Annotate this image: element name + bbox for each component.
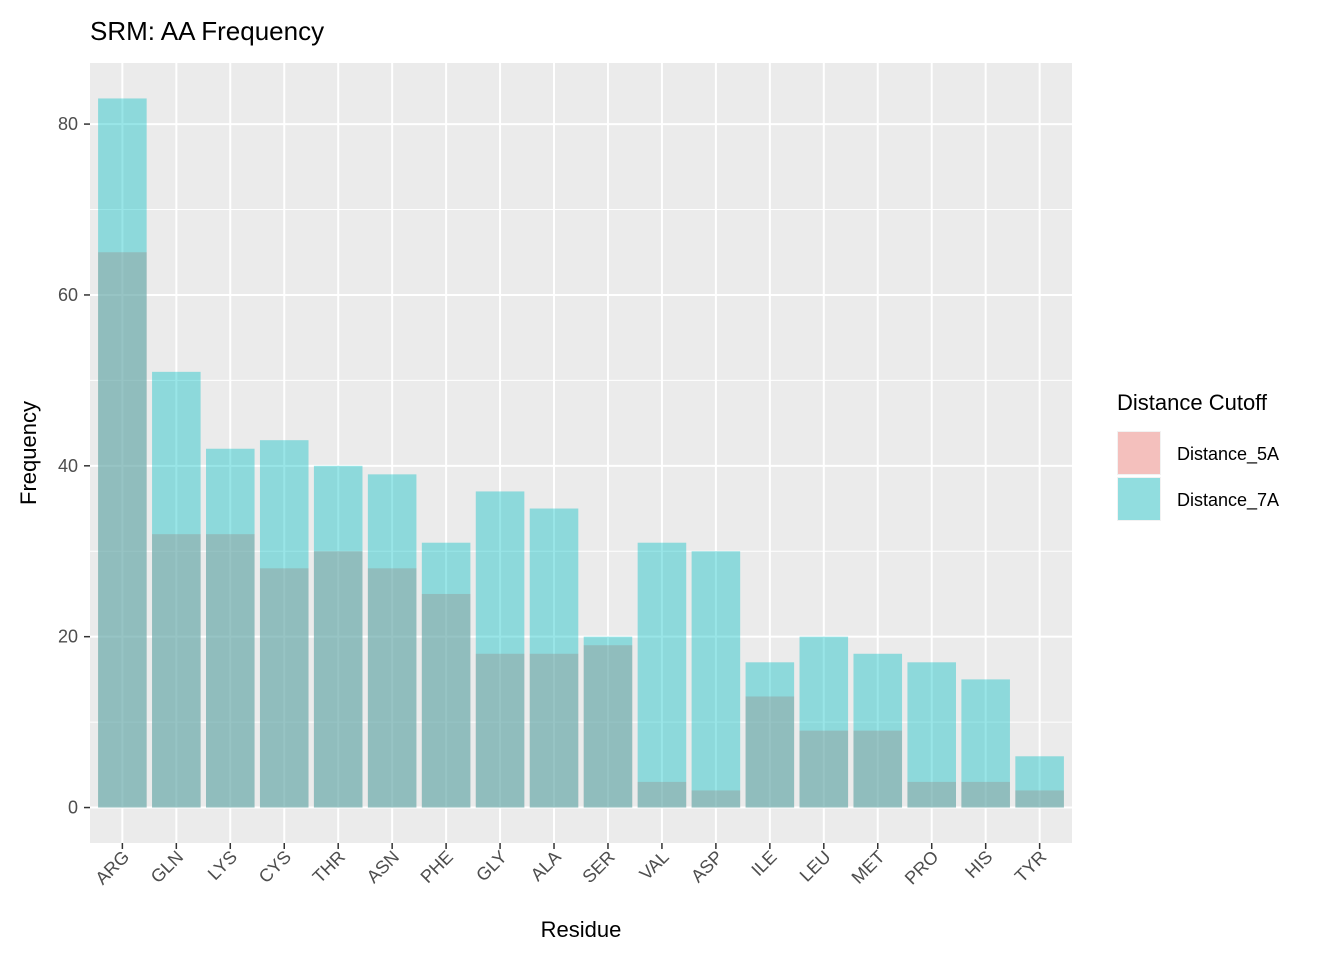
bar-distance-7a-asp [691, 551, 741, 808]
bar-distance-5a-tyr [1015, 790, 1064, 808]
legend-label: Distance_5A [1177, 444, 1279, 465]
x-tick-label: ARG [91, 847, 133, 889]
bar-distance-5a-his [961, 781, 1010, 808]
bar-distance-5a-pro [907, 781, 956, 808]
bar-distance-5a-lys [206, 534, 255, 808]
bar-distance-5a-cys [259, 568, 309, 808]
bar-distance-5a-arg [98, 252, 147, 808]
bar-distance-5a-phe [421, 593, 471, 808]
bar-distance-7a-gln [152, 371, 201, 808]
bar-distance-7a-lys [206, 448, 255, 808]
x-tick-label: ASP [687, 847, 727, 887]
bar-distance-7a-cys [259, 440, 309, 808]
x-tick-label: LEU [796, 847, 835, 886]
bar-distance-7a-tyr [1015, 756, 1064, 808]
bar-distance-7a-pro [907, 662, 956, 808]
x-tick-label: SER [578, 847, 618, 887]
bar-distance-5a-asp [691, 790, 741, 808]
bar-distance-7a-thr [313, 465, 363, 808]
bar-distance-7a-ile [745, 662, 795, 808]
x-tick-label: GLY [472, 847, 511, 886]
x-tick-label: ILE [747, 847, 780, 880]
legend-key-background [1117, 477, 1161, 521]
bar-distance-5a-gly [475, 653, 525, 808]
bar-distance-7a-gly [475, 491, 525, 808]
bar-distance-5a-thr [313, 551, 363, 808]
gridlines [90, 63, 1072, 843]
legend-title: Distance Cutoff [1117, 390, 1268, 415]
x-tick-label: ALA [527, 847, 565, 885]
legend-key-swatch [1118, 478, 1160, 520]
legend-label: Distance_7A [1177, 490, 1279, 511]
bar-distance-7a-asn [367, 474, 417, 808]
bar-distance-7a-val [637, 542, 687, 808]
bar-distance-5a-ala [529, 653, 579, 808]
x-tick-label: VAL [636, 847, 673, 884]
bar-distance-5a-met [853, 730, 903, 808]
bar-distance-7a-his [961, 679, 1010, 808]
y-tick-label: 60 [58, 285, 78, 305]
x-tick-label: ASN [363, 847, 403, 887]
x-tick-label: HIS [961, 847, 996, 882]
x-tick-label: THR [309, 847, 349, 887]
x-axis-label: Residue [541, 917, 622, 942]
y-tick-label: 40 [58, 456, 78, 476]
x-tick-label: MET [848, 847, 889, 888]
plot-panel [90, 63, 1072, 843]
x-tick-label: GLN [147, 847, 187, 887]
chart-title: SRM: AA Frequency [90, 16, 324, 46]
bar-distance-5a-gln [152, 534, 201, 808]
bar-distance-7a-phe [421, 542, 471, 808]
bar-distance-5a-leu [799, 730, 849, 808]
x-tick-label: LYS [204, 847, 241, 884]
bar-distance-5a-val [637, 781, 687, 808]
y-tick-label: 0 [68, 798, 78, 818]
bar-distance-5a-ile [745, 696, 795, 808]
bar-distance-7a-ser [583, 636, 633, 808]
bar-distance-5a-asn [367, 568, 417, 808]
bar-distance-7a-met [853, 653, 903, 808]
x-tick-label: TYR [1011, 847, 1051, 887]
legend-key-background [1117, 431, 1161, 475]
x-tick-label: CYS [255, 847, 295, 887]
bar-distance-7a-leu [799, 636, 849, 808]
bar-distance-7a-arg [98, 98, 147, 808]
bars [98, 98, 1064, 808]
legend: Distance Cutoff Distance_5A Distance_7A [1117, 390, 1279, 521]
x-tick-label: PRO [901, 847, 943, 889]
y-axis-label: Frequency [16, 401, 41, 505]
bar-distance-5a-ser [583, 645, 633, 808]
legend-key-swatch [1118, 432, 1160, 474]
y-tick-label: 80 [58, 114, 78, 134]
x-axis: ARG GLN LYS CYS THR ASN PHE GLY ALA SER VAL ASP ILE L… [91, 843, 1050, 888]
y-tick-label: 20 [58, 627, 78, 647]
bar-distance-7a-ala [529, 508, 579, 808]
x-tick-label: PHE [417, 847, 457, 887]
y-axis: 0 20 40 60 80 [58, 114, 90, 818]
